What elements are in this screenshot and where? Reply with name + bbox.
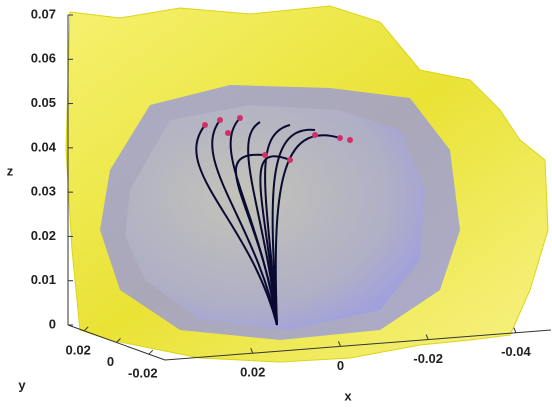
y-tick-label: -0.02 [128,366,158,381]
inner-isosurface [125,105,425,330]
x-tick-label: -0.04 [501,344,531,359]
y-tick-label: 0 [107,354,114,369]
y-axis-label: y [18,377,26,392]
z-tick-label: 0 [49,316,56,331]
z-tick-label: 0.03 [31,184,56,199]
x-axis [164,329,552,361]
markers [202,115,353,163]
x-tick [250,347,254,354]
z-tick-label: 0.02 [31,228,56,243]
x-tick-label: 0.02 [240,365,265,380]
y-tick [116,338,121,343]
y-tick-label: 0.02 [66,342,91,357]
x-tick-label: -0.02 [413,351,443,366]
z-tick-label: 0.07 [31,6,56,21]
z-tick-label: 0.06 [31,51,56,66]
z-tick-label: 0.04 [31,139,57,154]
y-tick [83,326,89,332]
y-tick [148,349,154,355]
x-tick-label: 0 [337,358,344,373]
x-tick [425,334,429,340]
x-tick [337,341,341,347]
field-lines [195,117,341,326]
z-axis-label: z [7,163,14,178]
x-axis-label: x [344,388,352,403]
x-tick [513,327,517,333]
z-tick-label: 0.01 [31,272,56,287]
z-tick-label: 0.05 [31,95,56,110]
